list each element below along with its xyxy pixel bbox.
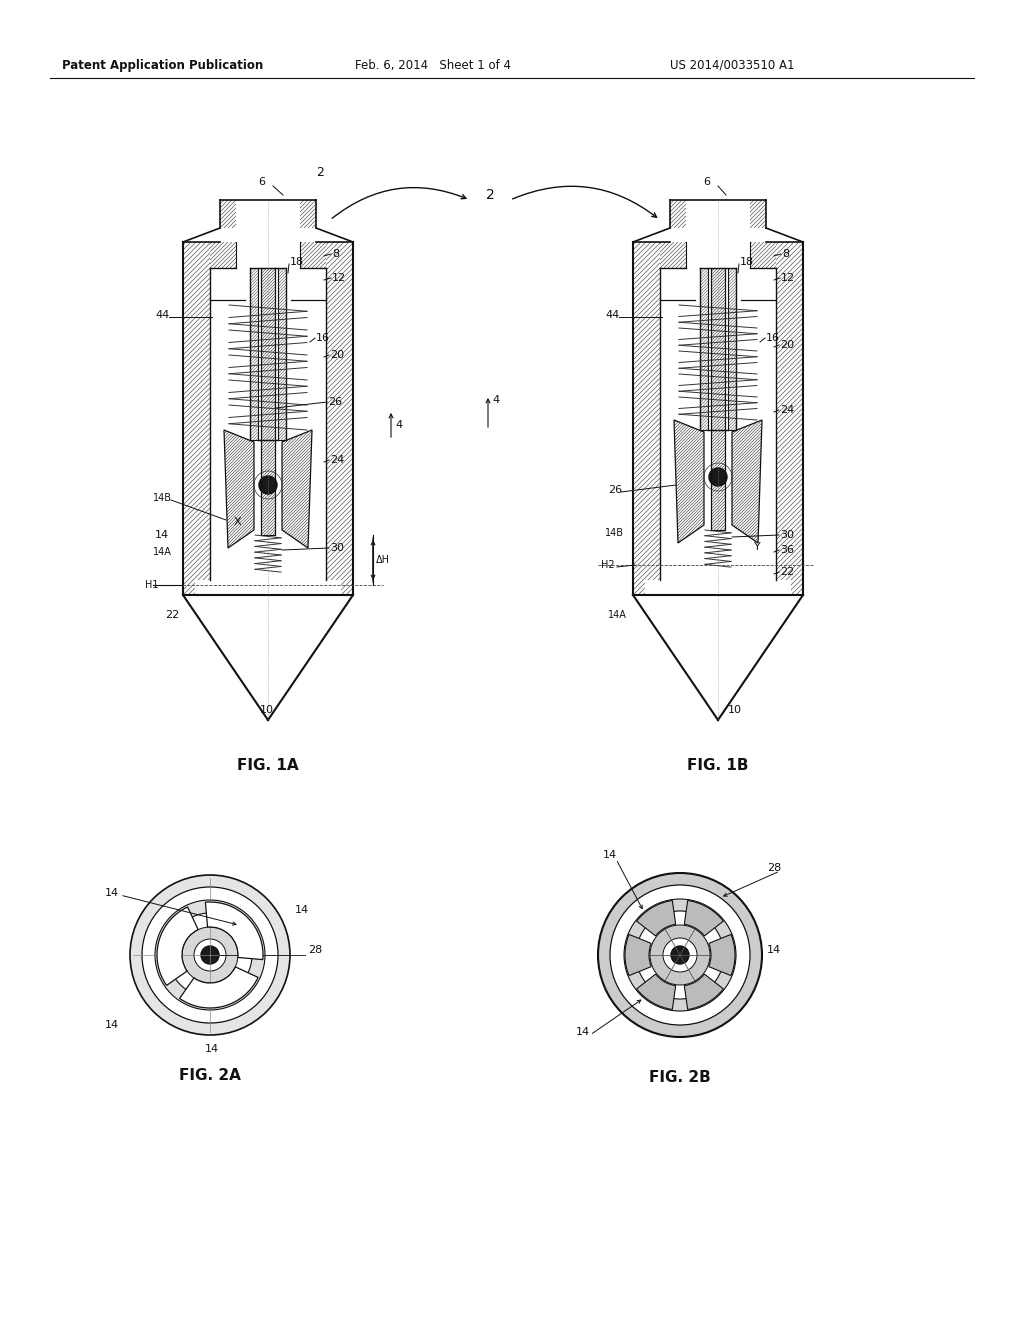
Text: 8: 8 (782, 249, 790, 259)
Wedge shape (637, 900, 676, 936)
Text: H1: H1 (145, 579, 159, 590)
Text: FIG. 2A: FIG. 2A (179, 1068, 241, 1082)
Text: 28: 28 (308, 945, 323, 954)
Text: 22: 22 (780, 568, 795, 577)
Text: 24: 24 (330, 455, 344, 465)
Text: 16: 16 (316, 333, 330, 343)
Text: 30: 30 (330, 543, 344, 553)
Wedge shape (684, 900, 723, 936)
Text: 2: 2 (316, 165, 324, 178)
Circle shape (201, 946, 219, 964)
Text: 44: 44 (605, 310, 620, 319)
Circle shape (610, 884, 750, 1026)
Text: ΔH: ΔH (376, 554, 390, 565)
Text: 14B: 14B (153, 492, 172, 503)
Circle shape (598, 873, 762, 1038)
Text: 4: 4 (492, 395, 499, 405)
Text: 26: 26 (328, 397, 342, 407)
Circle shape (259, 477, 278, 494)
Text: 36: 36 (780, 545, 794, 554)
Circle shape (182, 927, 238, 983)
Text: 14: 14 (575, 1027, 590, 1038)
Text: 16: 16 (766, 333, 780, 343)
Wedge shape (206, 902, 263, 960)
Circle shape (663, 939, 697, 972)
Text: 14: 14 (155, 531, 169, 540)
Text: 14: 14 (603, 850, 617, 861)
Text: 14: 14 (767, 945, 781, 954)
Text: 26: 26 (608, 484, 623, 495)
Circle shape (671, 946, 689, 964)
Text: FIG. 1A: FIG. 1A (238, 758, 299, 772)
Wedge shape (637, 974, 676, 1010)
Text: 18: 18 (290, 257, 304, 267)
Text: 14: 14 (105, 1020, 119, 1030)
Text: 44: 44 (155, 310, 169, 319)
Circle shape (624, 899, 736, 1011)
Text: FIG. 1B: FIG. 1B (687, 758, 749, 772)
Text: 8: 8 (332, 249, 339, 259)
Text: FIG. 2B: FIG. 2B (649, 1069, 711, 1085)
Text: 20: 20 (330, 350, 344, 360)
Text: 14: 14 (295, 906, 309, 915)
Text: 12: 12 (781, 273, 795, 282)
Text: 28: 28 (767, 863, 781, 873)
Wedge shape (709, 935, 735, 975)
Text: 18: 18 (740, 257, 754, 267)
Text: Feb. 6, 2014   Sheet 1 of 4: Feb. 6, 2014 Sheet 1 of 4 (355, 58, 511, 71)
Text: 24: 24 (780, 405, 795, 414)
Text: 6: 6 (258, 177, 265, 187)
Text: H2: H2 (601, 560, 614, 570)
Text: 14B: 14B (605, 528, 624, 539)
Circle shape (636, 911, 724, 999)
Text: 2: 2 (485, 187, 495, 202)
Circle shape (168, 913, 252, 997)
Circle shape (650, 925, 710, 985)
Text: Y: Y (754, 543, 761, 552)
Wedge shape (179, 966, 258, 1008)
Circle shape (155, 900, 265, 1010)
Text: US 2014/0033510 A1: US 2014/0033510 A1 (670, 58, 795, 71)
Text: Patent Application Publication: Patent Application Publication (62, 58, 263, 71)
Circle shape (709, 469, 727, 486)
Circle shape (142, 887, 278, 1023)
Text: 20: 20 (780, 341, 795, 350)
Text: 14: 14 (105, 888, 119, 898)
Text: 30: 30 (780, 531, 794, 540)
Text: 14A: 14A (153, 546, 172, 557)
Text: 10: 10 (728, 705, 742, 715)
Wedge shape (625, 935, 651, 975)
Text: 12: 12 (332, 273, 346, 282)
Circle shape (130, 875, 290, 1035)
Text: 14: 14 (205, 1044, 219, 1053)
Text: 22: 22 (165, 610, 179, 620)
Circle shape (194, 939, 226, 972)
Text: 6: 6 (703, 177, 710, 187)
Text: X: X (234, 517, 242, 527)
Wedge shape (684, 974, 723, 1010)
Text: 4: 4 (395, 420, 402, 430)
Text: 14A: 14A (608, 610, 627, 620)
Text: 10: 10 (260, 705, 274, 715)
Wedge shape (157, 907, 199, 986)
